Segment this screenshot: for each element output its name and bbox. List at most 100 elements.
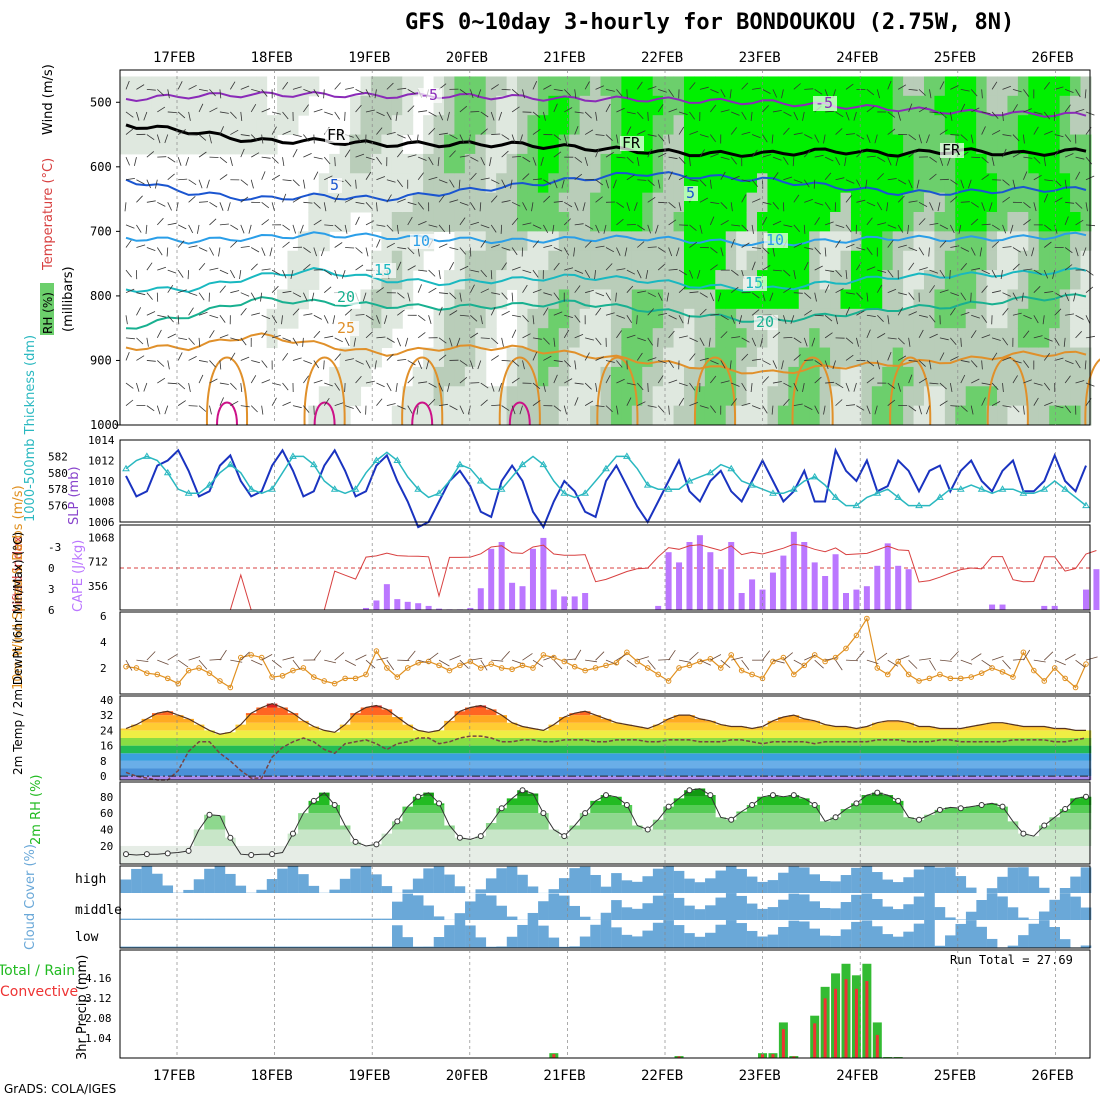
wind-barb bbox=[991, 269, 997, 279]
rh-cell bbox=[704, 95, 716, 116]
wind-barb bbox=[678, 315, 684, 324]
cloud-bar bbox=[235, 885, 247, 893]
wind-barb bbox=[459, 155, 469, 158]
wind-barb bbox=[376, 127, 383, 135]
rh-cell bbox=[903, 405, 915, 426]
wind-barb bbox=[584, 352, 590, 361]
rh-cell bbox=[569, 308, 581, 329]
wind-barb bbox=[793, 132, 803, 135]
rh-cell bbox=[892, 192, 904, 213]
rh-cell bbox=[673, 270, 685, 290]
rh-cell bbox=[997, 270, 1009, 290]
rh-cell bbox=[642, 270, 654, 290]
rh-cell bbox=[600, 115, 612, 136]
wind-barb bbox=[762, 360, 771, 366]
wind-speed-point bbox=[279, 672, 286, 679]
rh-cell bbox=[1049, 347, 1061, 368]
rh-cell bbox=[673, 308, 685, 329]
surface-wind-barb bbox=[866, 659, 879, 665]
rh-cell bbox=[788, 347, 800, 368]
rh-cell bbox=[235, 95, 247, 116]
wind-barb bbox=[136, 195, 143, 203]
wind-barb bbox=[491, 133, 501, 135]
cape-bar bbox=[383, 584, 390, 610]
wind-barb bbox=[553, 360, 563, 363]
cloud-bar bbox=[767, 880, 779, 893]
wind-speed-point bbox=[843, 645, 849, 652]
thickness-point bbox=[247, 485, 256, 492]
wind-barb bbox=[877, 333, 886, 339]
wind-barb bbox=[269, 247, 273, 257]
wind-barb bbox=[1023, 171, 1028, 180]
rh-cell bbox=[934, 95, 946, 116]
wind-barb bbox=[710, 313, 720, 316]
wind-barb bbox=[678, 202, 682, 212]
rh-cell bbox=[464, 250, 476, 271]
contour-label-bg bbox=[335, 290, 359, 305]
rh-cell bbox=[381, 76, 393, 97]
wind-barb bbox=[136, 382, 140, 392]
wind-barb bbox=[832, 360, 836, 370]
rh-cell bbox=[454, 212, 466, 232]
cloud-bar bbox=[266, 918, 278, 920]
rh-cell bbox=[694, 405, 706, 426]
wind-barb bbox=[240, 179, 249, 186]
wind-barb bbox=[752, 87, 762, 90]
wind-barb bbox=[292, 337, 299, 346]
wind-barb bbox=[303, 313, 313, 316]
rh-cell bbox=[443, 347, 455, 368]
slp-line bbox=[125, 447, 1087, 530]
wind-barb bbox=[1012, 152, 1021, 158]
rh-cell bbox=[746, 289, 758, 310]
wind-barb bbox=[282, 193, 287, 203]
wind-speed-point bbox=[957, 675, 964, 682]
wind-barb bbox=[981, 285, 988, 293]
rh-cell bbox=[318, 405, 330, 426]
rh-cell bbox=[673, 173, 685, 194]
wind-barb bbox=[769, 292, 774, 302]
rh-cell bbox=[1038, 405, 1050, 426]
wind-barb bbox=[136, 179, 145, 185]
wind-barb bbox=[543, 245, 553, 248]
wind-barb bbox=[897, 382, 901, 392]
rh-cell bbox=[819, 289, 831, 310]
wind-speed-point bbox=[133, 665, 140, 671]
wind-barb bbox=[835, 269, 842, 277]
wind-barb bbox=[219, 285, 226, 293]
cloud-bar bbox=[892, 909, 904, 920]
rh-cell bbox=[381, 289, 393, 310]
surface-wind-barb bbox=[543, 655, 555, 661]
rh-cell bbox=[590, 212, 602, 232]
rh-cell bbox=[370, 308, 382, 329]
rh2m-point bbox=[143, 851, 150, 858]
rh-cell bbox=[746, 192, 758, 213]
wind-barb bbox=[772, 220, 782, 226]
rh-cell bbox=[798, 289, 810, 310]
wind-barb bbox=[459, 134, 465, 143]
wind-barb bbox=[449, 405, 458, 411]
precip-conv-bar bbox=[677, 1056, 681, 1058]
rh-cell bbox=[1070, 366, 1082, 387]
rh-cell bbox=[579, 134, 591, 155]
wind-barb bbox=[616, 314, 626, 319]
wind-barb bbox=[198, 292, 205, 301]
wind-barb bbox=[219, 156, 228, 164]
wind-barb bbox=[198, 134, 207, 141]
wind-speed-point bbox=[624, 649, 630, 656]
wind-barb bbox=[166, 247, 169, 257]
wind-barb bbox=[960, 374, 966, 384]
wind-barb bbox=[981, 174, 990, 181]
cloud-bar bbox=[412, 895, 424, 920]
wind-barb bbox=[720, 360, 726, 369]
rh-cell bbox=[391, 192, 403, 213]
wind-barb bbox=[449, 150, 456, 158]
cloud-bar bbox=[1070, 876, 1081, 893]
rh-cell bbox=[882, 153, 894, 174]
wind-barb bbox=[449, 262, 455, 271]
cloud-bar bbox=[621, 880, 633, 893]
rh-cell bbox=[172, 76, 184, 97]
wind-barb bbox=[1073, 292, 1076, 302]
wind-barb bbox=[918, 377, 927, 384]
wind-barb bbox=[991, 352, 998, 361]
rh-cell bbox=[203, 134, 215, 155]
